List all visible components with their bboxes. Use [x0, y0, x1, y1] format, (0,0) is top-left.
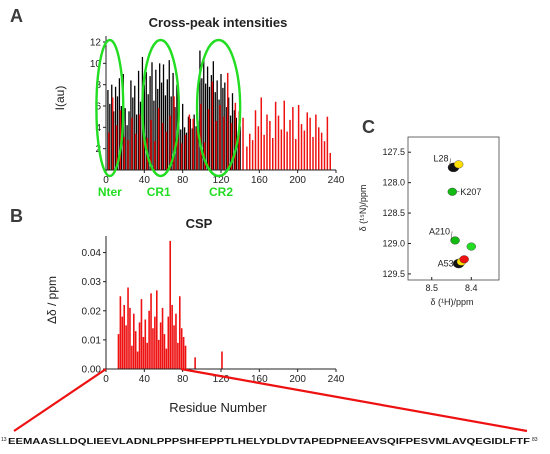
- panel-a-series-red: [108, 72, 331, 170]
- panel-c-ytick-label: 128.0: [382, 178, 405, 188]
- sequence-end-number: 83: [532, 437, 538, 443]
- panel-b-xtick-label: 120: [213, 374, 230, 385]
- panel-letter-b: B: [10, 206, 23, 226]
- panel-a-xtick-label: 160: [251, 175, 268, 186]
- panel-b-title: CSP: [186, 216, 213, 231]
- panel-c-peak-label: A53: [438, 259, 454, 269]
- panel-a-xtick-label: 0: [103, 175, 109, 186]
- panel-letter-c: C: [362, 117, 375, 137]
- panel-b-axes: 0.00 0.01 0.02 0.03 0.04 0 40 80 120 160 200 240: [82, 236, 345, 385]
- panel-a-ytick-label: 12: [90, 38, 102, 49]
- panel-c-peak: [459, 255, 469, 264]
- panel-b-xlabel: Residue Number: [169, 400, 267, 415]
- zoom-line-right: [180, 367, 528, 433]
- panel-b-xtick-label: 160: [251, 374, 268, 385]
- panel-a-ytick-label: 10: [90, 59, 102, 70]
- panel-b-ytick-label: 0.01: [82, 335, 102, 346]
- panel-c-xtick-label: 8.4: [465, 283, 478, 293]
- panel-b-xtick-label: 200: [289, 374, 306, 385]
- panel-c-xtick-label: 8.5: [425, 283, 438, 293]
- panel-c-ylabel: δ (¹⁵N)/ppm: [358, 185, 368, 232]
- panel-b-ytick-label: 0.03: [82, 277, 102, 288]
- panel-b-ylabel: Δδ / ppm: [45, 276, 59, 324]
- panel-a-region-circle: [95, 38, 125, 178]
- zoom-line-left: [13, 368, 107, 432]
- panel-a-xtick-label: 120: [213, 175, 230, 186]
- panel-a-title: Cross-peak intensities: [149, 15, 288, 30]
- panel-a-region-label: CR2: [209, 185, 233, 199]
- panel-a-xtick-label: 80: [177, 175, 189, 186]
- panel-c-peak: [450, 236, 460, 245]
- panel-c-chart: 127.5 128.0 128.5 129.0 129.5 8.5 8.4 L28 K207 A…: [358, 136, 500, 307]
- panel-c-peaks: L28 K207 A210 A53: [429, 153, 481, 268]
- panel-a-ytick-label: 8: [95, 80, 101, 91]
- panel-a-region-label: CR1: [147, 185, 171, 199]
- panel-a-ytick-label: 6: [95, 102, 101, 113]
- panel-b-series: [117, 240, 223, 369]
- panel-a-ytick-label: 4: [95, 123, 101, 134]
- panel-c-peak: [466, 242, 477, 251]
- panel-b-chart: CSP Δδ / ppm 0.00 0.01 0.02 0.03 0.04 0 40 80 12…: [45, 216, 345, 415]
- panel-c-peak-leader: [449, 158, 451, 168]
- panel-c-peak: [453, 160, 464, 169]
- panel-a-xtick-label: 40: [139, 175, 151, 186]
- panel-c-peak-label: A210: [429, 226, 450, 236]
- panel-a-region-label: Nter: [98, 185, 122, 199]
- panel-c-ytick-label: 127.5: [382, 147, 405, 157]
- panel-b-xtick-label: 40: [139, 374, 151, 385]
- panel-c-xlabel: δ (¹H)/ppm: [430, 297, 473, 307]
- sequence-text: EEMAASLLDQLIEEVLADNLPPPSHFEPPTLHELYDLDVT…: [8, 437, 530, 446]
- panel-c-peak-label: L28: [433, 153, 448, 163]
- panel-a-ylabel: I(au): [53, 86, 67, 111]
- panel-b-xtick-label: 80: [177, 374, 189, 385]
- panel-letter-a: A: [10, 6, 23, 26]
- panel-b-ytick-label: 0.04: [82, 248, 102, 259]
- panel-c-axes: 127.5 128.0 128.5 129.0 129.5 8.5 8.4: [382, 147, 477, 293]
- panel-c-peak-label: K207: [460, 187, 481, 197]
- panel-a-xtick-label: 240: [328, 175, 345, 186]
- panel-a-xtick-label: 200: [289, 175, 306, 186]
- zoom-lines: [13, 367, 528, 433]
- panel-b-xtick-label: 240: [328, 374, 345, 385]
- panel-a-regions: Nter CR1 CR2: [95, 38, 242, 199]
- panel-a-region-circle: [195, 38, 242, 178]
- panel-b-ytick-label: 0.02: [82, 306, 102, 317]
- panel-c-ytick-label: 128.5: [382, 208, 405, 218]
- sequence-line: 13 EEMAASLLDQLIEEVLADNLPPPSHFEPPTLHELYDL…: [1, 437, 538, 446]
- panel-c-peak-leader: [450, 231, 453, 241]
- panel-b-ytick-label: 0.00: [82, 365, 102, 376]
- panel-c-ytick-label: 129.0: [382, 238, 405, 248]
- sequence-start-number: 13: [1, 437, 7, 443]
- panel-b-xtick-label: 0: [103, 374, 109, 385]
- panel-c-frame: [407, 136, 500, 281]
- panel-c-ytick-label: 129.5: [382, 269, 405, 279]
- panel-c-peak: [447, 187, 458, 196]
- panel-a-region-circle: [141, 38, 181, 178]
